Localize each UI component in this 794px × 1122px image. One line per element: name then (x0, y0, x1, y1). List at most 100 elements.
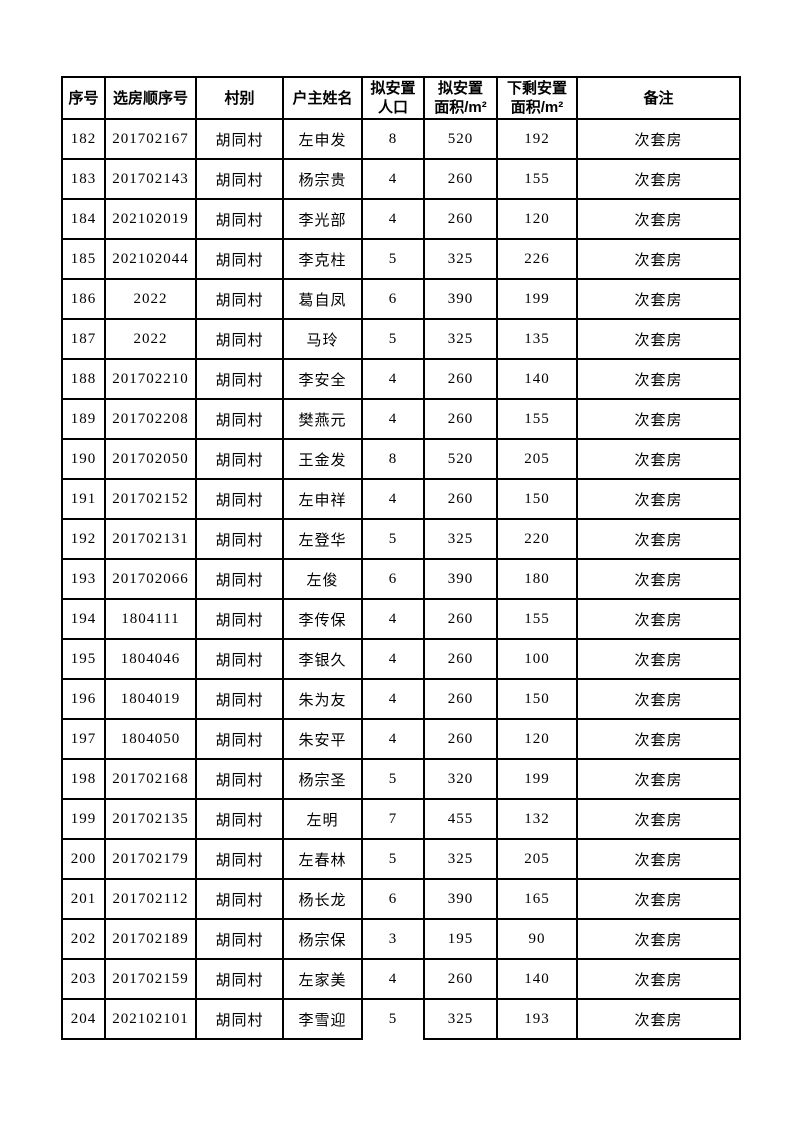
table-cell: 90 (496, 918, 578, 960)
table-cell: 204 (61, 998, 106, 1040)
table-cell: 1804046 (104, 638, 197, 680)
table-cell: 李银久 (282, 638, 363, 680)
table-cell: 胡同村 (195, 598, 284, 640)
table-cell: 次套房 (576, 758, 741, 800)
table-cell: 226 (496, 238, 578, 280)
table-cell: 次套房 (576, 878, 741, 920)
table-cell: 220 (496, 518, 578, 560)
table-cell: 胡同村 (195, 198, 284, 240)
table-cell: 260 (423, 158, 498, 200)
table-cell: 155 (496, 398, 578, 440)
header-row: 序号 选房顺序号 村别 户主姓名 拟安置 人口 拟安置 面积/m² 下剩安置 面… (61, 76, 741, 120)
table-cell: 次套房 (576, 158, 741, 200)
table-cell: 葛自凤 (282, 278, 363, 320)
table-cell: 次套房 (576, 718, 741, 760)
table-row: 197 1804050 胡同村 朱安平 4 260 120 次套房 (61, 718, 741, 760)
table-cell: 4 (361, 638, 425, 680)
table-cell: 455 (423, 798, 498, 840)
header-serial-number: 序号 (61, 76, 106, 120)
table-cell: 左申祥 (282, 478, 363, 520)
table-cell: 胡同村 (195, 398, 284, 440)
table-cell: 180 (496, 558, 578, 600)
table-row: 193 201702066 胡同村 左俊 6 390 180 次套房 (61, 558, 741, 600)
table-cell: 120 (496, 198, 578, 240)
table-cell: 201702143 (104, 158, 197, 200)
table-cell: 3 (361, 918, 425, 960)
table-cell: 202102044 (104, 238, 197, 280)
table-cell: 201702066 (104, 558, 197, 600)
table-cell: 左明 (282, 798, 363, 840)
table-row: 192 201702131 胡同村 左登华 5 325 220 次套房 (61, 518, 741, 560)
table-cell: 197 (61, 718, 106, 760)
table-cell: 4 (361, 398, 425, 440)
table-cell: 390 (423, 558, 498, 600)
table-cell: 190 (61, 438, 106, 480)
table-cell: 150 (496, 478, 578, 520)
header-selection-order-number: 选房顺序号 (104, 76, 197, 120)
table-cell: 胡同村 (195, 758, 284, 800)
table-cell: 胡同村 (195, 638, 284, 680)
table-cell: 朱安平 (282, 718, 363, 760)
table-cell: 260 (423, 678, 498, 720)
table-cell: 次套房 (576, 318, 741, 360)
table-cell: 325 (423, 998, 498, 1040)
table-cell: 胡同村 (195, 438, 284, 480)
table-cell: 201702112 (104, 878, 197, 920)
table-cell: 198 (61, 758, 106, 800)
table-cell: 201702189 (104, 918, 197, 960)
table-cell: 150 (496, 678, 578, 720)
table-cell: 8 (361, 438, 425, 480)
table-cell: 260 (423, 398, 498, 440)
table-cell: 325 (423, 518, 498, 560)
table-cell: 196 (61, 678, 106, 720)
table-cell: 李克柱 (282, 238, 363, 280)
table-cell: 李雪迎 (282, 998, 363, 1040)
table-row: 187 2022 胡同村 马玲 5 325 135 次套房 (61, 318, 741, 360)
header-householder-name: 户主姓名 (282, 76, 363, 120)
table-cell: 杨宗保 (282, 918, 363, 960)
table-cell: 201 (61, 878, 106, 920)
table-cell: 6 (361, 558, 425, 600)
table-cell: 次套房 (576, 198, 741, 240)
table-cell: 260 (423, 478, 498, 520)
table-cell: 胡同村 (195, 118, 284, 160)
table-cell: 次套房 (576, 958, 741, 1000)
table-cell: 李传保 (282, 598, 363, 640)
table-cell: 胡同村 (195, 318, 284, 360)
table-cell: 6 (361, 278, 425, 320)
table-cell: 199 (61, 798, 106, 840)
table-cell: 202102101 (104, 998, 197, 1040)
table-cell: 192 (61, 518, 106, 560)
table-cell: 次套房 (576, 678, 741, 720)
table-row: 201 201702112 胡同村 杨长龙 6 390 165 次套房 (61, 878, 741, 920)
table-cell: 187 (61, 318, 106, 360)
table-cell: 188 (61, 358, 106, 400)
table-cell: 132 (496, 798, 578, 840)
table-cell: 260 (423, 718, 498, 760)
table-cell: 140 (496, 958, 578, 1000)
table-cell: 1804111 (104, 598, 197, 640)
table-cell: 胡同村 (195, 158, 284, 200)
table-row: 198 201702168 胡同村 杨宗圣 5 320 199 次套房 (61, 758, 741, 800)
table-cell: 次套房 (576, 238, 741, 280)
table-cell: 胡同村 (195, 918, 284, 960)
table-row: 194 1804111 胡同村 李传保 4 260 155 次套房 (61, 598, 741, 640)
table-cell: 325 (423, 238, 498, 280)
table-cell: 次套房 (576, 598, 741, 640)
table-cell: 193 (61, 558, 106, 600)
table-cell: 杨宗贵 (282, 158, 363, 200)
table-cell: 201702131 (104, 518, 197, 560)
table-row: 203 201702159 胡同村 左家美 4 260 140 次套房 (61, 958, 741, 1000)
table-cell: 203 (61, 958, 106, 1000)
table-cell: 100 (496, 638, 578, 680)
table-cell: 胡同村 (195, 998, 284, 1040)
table-cell: 1804019 (104, 678, 197, 720)
table-cell: 520 (423, 438, 498, 480)
table-cell: 次套房 (576, 638, 741, 680)
table-cell: 201702152 (104, 478, 197, 520)
table-cell: 胡同村 (195, 518, 284, 560)
table-cell: 5 (361, 318, 425, 360)
table-row: 191 201702152 胡同村 左申祥 4 260 150 次套房 (61, 478, 741, 520)
table-cell: 次套房 (576, 438, 741, 480)
table-cell: 193 (496, 998, 578, 1040)
